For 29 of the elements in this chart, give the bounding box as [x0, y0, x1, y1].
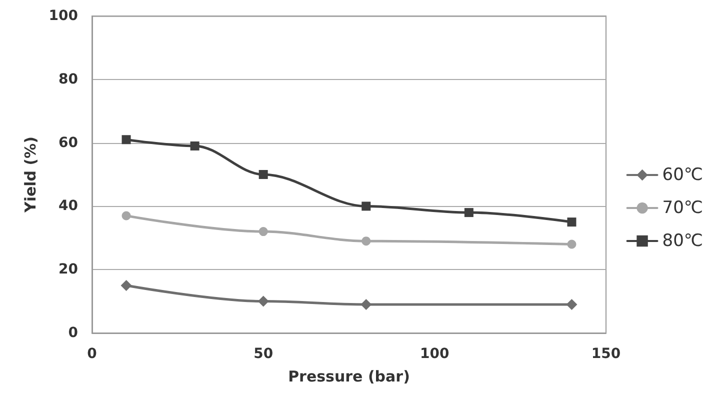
y-tick-label: 60 [58, 134, 78, 151]
x-tick-label: 100 [420, 346, 450, 362]
point [362, 202, 371, 211]
point [258, 170, 268, 179]
x-tick-label: 50 [254, 346, 274, 362]
point [258, 227, 268, 236]
point [122, 211, 131, 220]
x-axis-title: Pressure (bar) [288, 368, 410, 386]
point [120, 280, 132, 291]
x-tick-label: 0 [87, 346, 98, 362]
point [567, 240, 576, 249]
x-tick-label: 150 [591, 346, 621, 362]
point [362, 236, 371, 246]
y-tick-label: 20 [58, 262, 78, 278]
y-tick-label: 0 [68, 325, 78, 341]
point [567, 218, 576, 227]
legend-label: 70℃ [662, 198, 704, 218]
point [122, 135, 131, 144]
y-tick-label: 40 [58, 198, 78, 214]
legend-label: 80℃ [662, 231, 704, 251]
point [190, 141, 200, 150]
legend-label: 60℃ [662, 165, 704, 185]
point [258, 296, 269, 307]
point [566, 298, 578, 310]
y-tick-label: 80 [58, 71, 78, 88]
point [360, 298, 372, 310]
y-tick-label: 100 [48, 8, 78, 24]
point [464, 208, 474, 218]
y-axis-title: Yield (%) [21, 136, 40, 214]
